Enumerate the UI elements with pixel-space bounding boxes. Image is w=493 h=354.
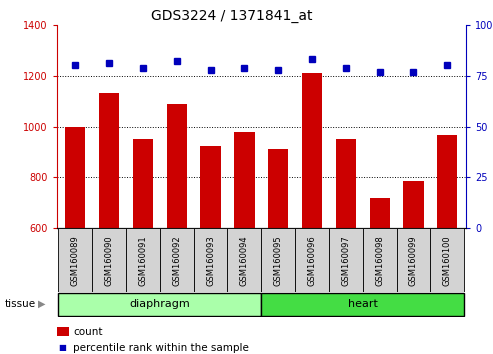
Text: GSM160094: GSM160094 [240,235,249,286]
Bar [261,293,464,315]
Bar [403,181,423,228]
Bar [92,228,126,292]
Bar [437,136,458,228]
Bar [430,228,464,292]
Bar [234,132,254,228]
Text: GSM160098: GSM160098 [375,235,384,286]
Bar [363,228,396,292]
Bar [227,228,261,292]
Text: GSM160091: GSM160091 [139,235,147,286]
Bar [133,139,153,228]
Bar [126,228,160,292]
Bar [329,228,363,292]
Text: GSM160096: GSM160096 [308,235,317,286]
Text: percentile rank within the sample: percentile rank within the sample [73,343,249,353]
Text: GSM160099: GSM160099 [409,235,418,286]
Text: GSM160097: GSM160097 [341,235,351,286]
Text: GSM160095: GSM160095 [274,235,282,286]
Text: GSM160090: GSM160090 [105,235,113,286]
Bar [58,228,92,292]
Text: tissue: tissue [5,299,36,309]
Text: diaphragm: diaphragm [130,299,190,309]
Text: ▶: ▶ [38,299,46,309]
Bar [295,228,329,292]
Bar [268,149,288,228]
Bar [194,228,227,292]
Bar [261,228,295,292]
Text: GSM160100: GSM160100 [443,235,452,286]
Bar [65,127,85,228]
Text: heart: heart [348,299,378,309]
Text: GSM160089: GSM160089 [71,235,80,286]
Bar [336,139,356,228]
Text: ■: ■ [58,343,66,352]
Bar [167,104,187,228]
Bar [370,198,390,228]
Text: GDS3224 / 1371841_at: GDS3224 / 1371841_at [151,9,313,23]
Bar [201,145,221,228]
Text: GSM160093: GSM160093 [206,235,215,286]
Bar [160,228,194,292]
Text: count: count [73,327,103,337]
Bar [396,228,430,292]
Bar [302,73,322,228]
Bar [58,293,261,315]
Text: GSM160092: GSM160092 [172,235,181,286]
Bar [99,93,119,228]
